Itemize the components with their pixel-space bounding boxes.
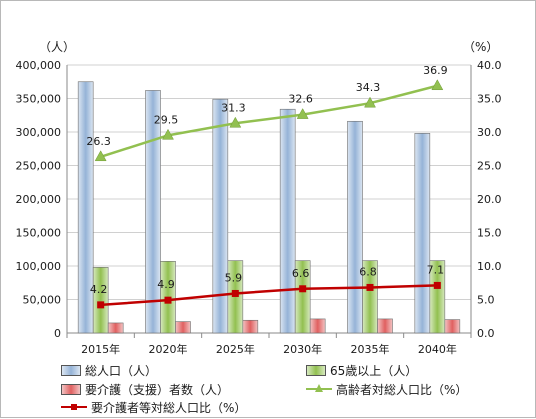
marker-care-ratio	[164, 296, 172, 304]
marker-care-ratio	[366, 283, 374, 291]
legend-item-care-needed: 要介護（支援）者数（人）	[61, 381, 229, 397]
bar-elderly	[429, 260, 446, 334]
marker-elderly-ratio	[162, 128, 174, 140]
legend-swatch-care-ratio	[61, 401, 87, 413]
line-care-ratio	[100, 284, 438, 307]
line-elderly-ratio	[100, 84, 438, 158]
bar-care-needed	[377, 318, 393, 334]
legend-item-elderly: 65歳以上（人）	[306, 362, 417, 378]
left-axis-unit-label: （人）	[39, 40, 75, 54]
data-label-elderly-ratio: 34.3	[356, 81, 381, 94]
bar-care-needed	[107, 322, 124, 334]
x-axis-tick-label: 2020年	[149, 342, 188, 356]
left-axis-tick-label: 200,000	[16, 193, 62, 206]
bar-care-needed	[175, 321, 191, 334]
bar-care-needed	[444, 319, 461, 334]
left-axis-tick-label: 250,000	[16, 160, 62, 173]
marker-elderly-ratio	[296, 108, 309, 119]
data-label-care-ratio: 6.8	[359, 265, 377, 278]
left-axis-tick-label: 0	[54, 327, 61, 340]
bar-total-population	[212, 98, 229, 334]
bar-elderly	[362, 260, 378, 334]
legend-label-care-ratio: 要介護者等対総人口比（%）	[91, 400, 247, 415]
right-axis-tick-label: 0.0	[477, 327, 495, 340]
marker-care-ratio	[299, 285, 307, 293]
chart-legend: 総人口（人） 65歳以上（人） 要介護（支援）者数（人） 高齢者対総人口比（%）…	[61, 360, 481, 416]
data-label-elderly-ratio: 31.3	[221, 101, 246, 114]
right-axis-unit-label: （%）	[463, 40, 498, 54]
bar-care-needed	[242, 319, 259, 334]
marker-elderly-ratio	[229, 116, 242, 128]
data-label-elderly-ratio: 26.3	[86, 135, 111, 148]
legend-label-elderly: 65歳以上（人）	[330, 363, 418, 378]
legend-swatch-total-population	[61, 364, 81, 376]
legend-item-care-ratio: 要介護者等対総人口比（%）	[61, 399, 246, 415]
data-label-care-ratio: 4.2	[90, 283, 108, 296]
marker-elderly-ratio	[94, 150, 107, 162]
legend-swatch-elderly	[306, 364, 326, 376]
marker-elderly-ratio	[431, 79, 444, 91]
right-axis-tick-label: 10.0	[477, 260, 502, 273]
left-axis-tick-label: 150,000	[16, 227, 62, 240]
legend-label-total-population: 総人口（人）	[85, 363, 158, 378]
right-axis-tick-label: 20.0	[477, 193, 502, 206]
bar-total-population	[414, 133, 431, 334]
x-axis-tick-label: 2025年	[216, 342, 255, 356]
bar-elderly	[294, 260, 311, 334]
data-label-elderly-ratio: 36.9	[423, 64, 448, 77]
right-axis-tick-label: 40.0	[477, 59, 502, 72]
x-axis-tick-label: 2030年	[283, 342, 322, 356]
right-axis-tick-label: 25.0	[477, 160, 502, 173]
bar-care-needed	[309, 318, 326, 334]
marker-care-ratio	[433, 281, 441, 289]
data-label-care-ratio: 6.6	[292, 267, 310, 280]
legend-label-elderly-ratio: 高齢者対総人口比（%）	[336, 382, 468, 397]
data-label-elderly-ratio: 29.5	[154, 113, 179, 126]
left-axis-tick-label: 300,000	[16, 126, 62, 139]
bar-elderly	[92, 267, 109, 334]
legend-label-care-needed: 要介護（支援）者数（人）	[85, 382, 230, 397]
legend-item-elderly-ratio: 高齢者対総人口比（%）	[306, 381, 467, 397]
marker-care-ratio	[231, 289, 239, 297]
right-axis-tick-label: 5.0	[477, 294, 495, 307]
marker-care-ratio	[97, 301, 105, 309]
left-axis-tick-label: 100,000	[16, 260, 62, 273]
left-axis-tick-label: 350,000	[16, 93, 62, 106]
x-axis-tick-label: 2040年	[418, 342, 457, 356]
left-axis-tick-label: 50,000	[23, 294, 62, 307]
data-label-elderly-ratio: 32.6	[288, 93, 313, 106]
left-axis-tick-label: 400,000	[16, 59, 62, 72]
x-axis-tick-label: 2035年	[351, 342, 390, 356]
data-label-care-ratio: 4.9	[157, 278, 175, 291]
legend-swatch-care-needed	[61, 383, 81, 395]
right-axis-tick-label: 15.0	[477, 227, 502, 240]
bar-total-population	[145, 90, 161, 334]
right-axis-tick-label: 30.0	[477, 126, 502, 139]
data-label-care-ratio: 7.1	[427, 263, 445, 276]
bar-total-population	[77, 81, 94, 334]
bar-total-population	[347, 120, 363, 334]
marker-elderly-ratio	[364, 96, 376, 108]
legend-item-total-population: 総人口（人）	[61, 362, 157, 378]
x-axis-tick-label: 2015年	[81, 342, 120, 356]
right-axis-tick-label: 35.0	[477, 93, 502, 106]
bar-total-population	[279, 108, 296, 334]
data-label-care-ratio: 5.9	[225, 271, 243, 284]
legend-swatch-elderly-ratio	[306, 383, 332, 395]
